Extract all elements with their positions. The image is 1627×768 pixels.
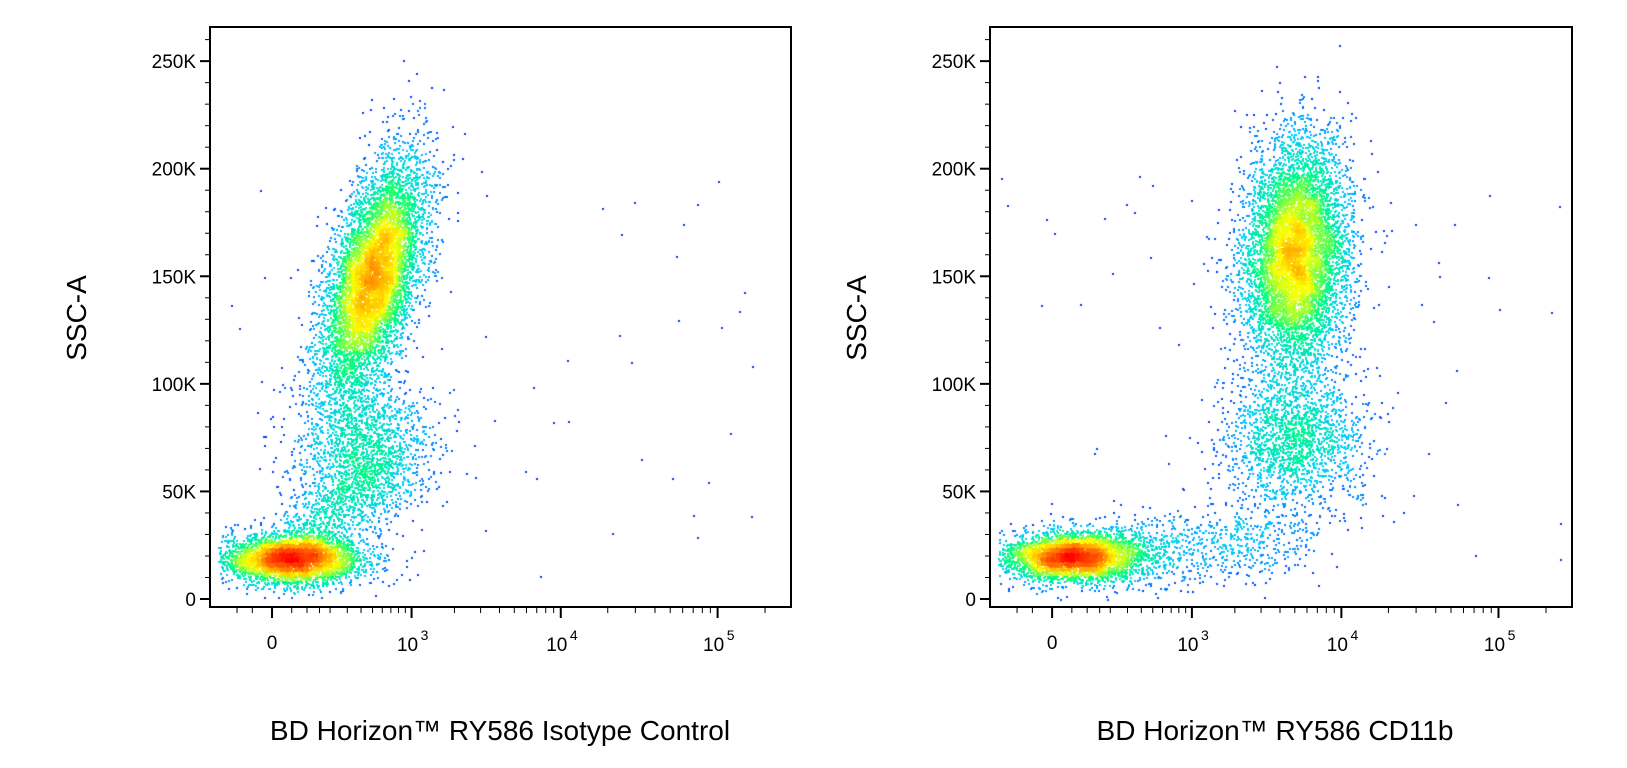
x-tick-label-exponent: 4 (1350, 627, 1358, 643)
plot-frame (209, 26, 792, 608)
y-tick-label: 150K (152, 267, 197, 288)
y-axis: 0 50K 100K 150K 200K 250K (932, 39, 990, 611)
y-tick-label: 50K (162, 482, 196, 503)
y-tick-label: 250K (932, 52, 977, 73)
x-tick-label-base: 10 (397, 635, 418, 656)
plot-frame (989, 26, 1573, 608)
x-axis: 0 10 3 10 4 10 5 (236, 607, 766, 656)
x-axis: 0 10 3 10 4 10 5 (1016, 607, 1547, 656)
plot-area-dots (210, 27, 791, 607)
y-tick-label: 0 (185, 590, 196, 611)
x-axis-title: BD Horizon™ RY586 Isotype Control (270, 715, 730, 746)
x-tick-label: 0 (1047, 633, 1058, 654)
x-tick-label-exponent: 3 (421, 627, 429, 643)
y-axis-title: SSC-A (61, 275, 92, 361)
x-tick-label-base: 10 (1484, 635, 1505, 656)
x-tick-label-base: 10 (546, 635, 567, 656)
y-tick-label: 150K (932, 267, 977, 288)
y-axis: 0 50K 100K 150K 200K 250K (152, 39, 210, 611)
x-tick-label-base: 10 (1177, 635, 1198, 656)
plot-area-dots (990, 27, 1572, 607)
x-tick-label-base: 10 (703, 635, 724, 656)
x-tick-label-exponent: 4 (570, 627, 578, 643)
y-tick-label: 200K (932, 160, 977, 181)
x-tick-label-base: 10 (1327, 635, 1348, 656)
x-tick-label: 0 (267, 633, 278, 654)
y-tick-label: 100K (152, 375, 197, 396)
x-tick-label-exponent: 5 (727, 627, 735, 643)
x-axis-title: BD Horizon™ RY586 CD11b (1097, 715, 1454, 746)
y-tick-label: 200K (152, 160, 197, 181)
y-tick-label: 0 (965, 590, 976, 611)
y-tick-label: 250K (152, 52, 197, 73)
x-tick-label-exponent: 3 (1201, 627, 1209, 643)
y-tick-label: 50K (942, 482, 976, 503)
x-tick-label-exponent: 5 (1508, 627, 1516, 643)
y-axis-title: SSC-A (841, 275, 872, 361)
y-tick-label: 100K (932, 375, 977, 396)
